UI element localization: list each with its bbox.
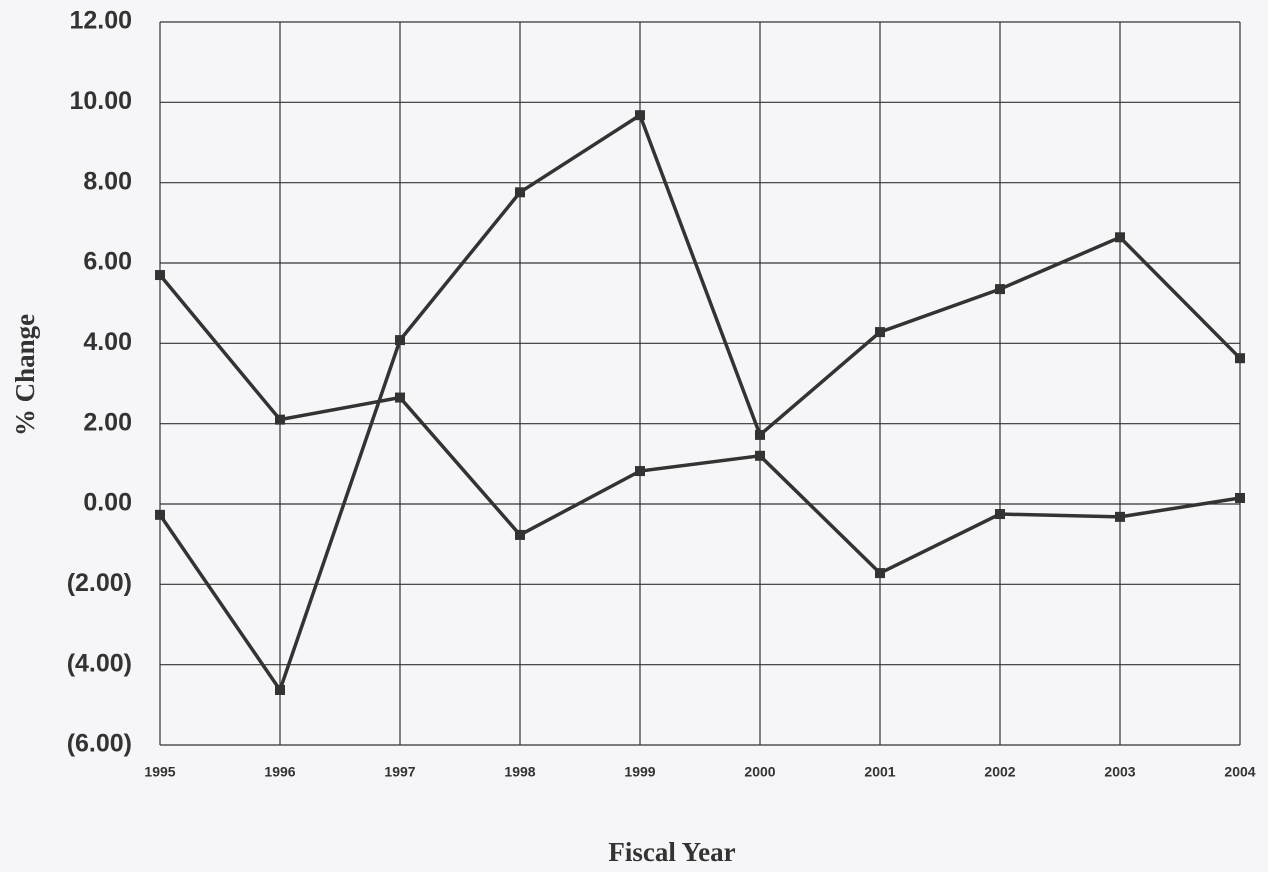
x-tick-label: 2002 [984,764,1015,780]
x-tick-label: 1996 [264,764,295,780]
x-tick-label: 1998 [504,764,535,780]
x-axis-title: Fiscal Year [608,837,735,867]
point-marker [635,110,645,121]
point-marker [635,466,645,477]
series-line [158,273,1241,576]
y-tick-label: 4.00 [83,328,132,356]
y-tick-label: 10.00 [69,87,132,115]
point-marker [1235,492,1245,503]
point-marker [995,284,1005,295]
point-marker [155,270,165,281]
point-marker [755,429,765,440]
series-line [158,112,1242,694]
point-marker [275,684,285,695]
x-tick-label: 1995 [144,764,175,780]
x-tick-label: 2001 [864,764,895,780]
y-tick-label: 0.00 [83,489,132,517]
y-tick-label: 2.00 [83,408,132,436]
point-marker [875,568,885,579]
point-marker [1115,511,1125,522]
x-tick-label: 2003 [1104,764,1135,780]
y-tick-label: (4.00) [67,649,132,677]
point-marker [275,414,285,425]
y-tick-label: 6.00 [83,248,132,276]
x-tick-label: 2004 [1224,764,1255,780]
point-marker [875,327,885,338]
x-tick-label: 1999 [624,764,655,780]
point-marker [1235,353,1245,364]
point-marker [395,392,405,403]
point-marker [995,509,1005,520]
y-axis-title: % Change [10,314,40,436]
point-marker [755,450,765,461]
point-marker [1115,232,1125,243]
x-tick-label: 2000 [744,764,775,780]
y-tick-label: (2.00) [67,569,132,597]
point-marker [155,509,165,520]
x-tick-label: 1997 [384,764,415,780]
point-marker [515,187,525,198]
y-tick-label: (6.00) [67,730,132,758]
point-marker [515,529,525,540]
point-marker [395,335,405,346]
y-tick-label: 12.00 [69,7,132,35]
y-tick-label: 8.00 [83,167,132,195]
